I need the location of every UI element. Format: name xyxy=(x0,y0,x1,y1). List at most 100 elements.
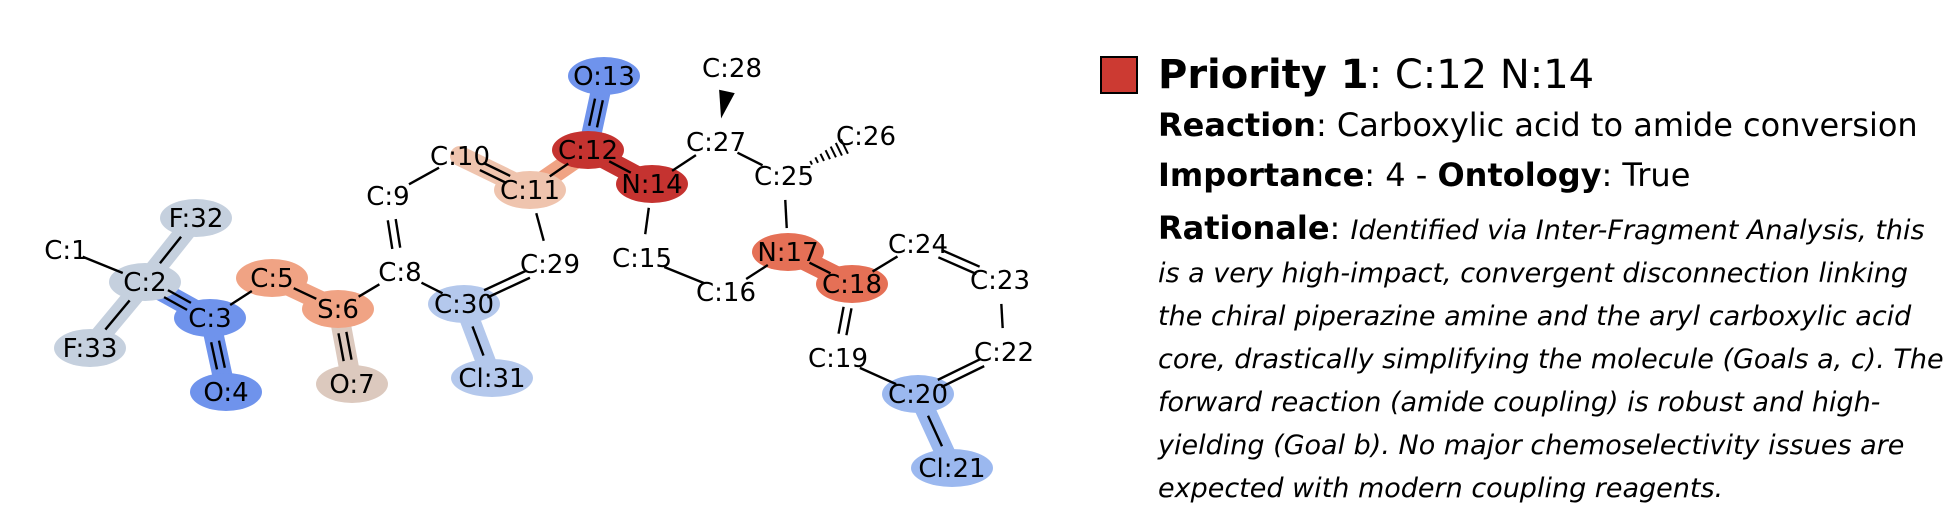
bond-n-14-c-15 xyxy=(644,207,650,235)
atom-highlight-f-32 xyxy=(160,199,232,237)
atom-label-o-7: O:7 xyxy=(329,370,374,400)
bond-c-5-s-6 xyxy=(293,287,317,300)
bond-c-20-c-19 xyxy=(859,366,897,386)
rationale-sep: : xyxy=(1329,209,1351,247)
atom-highlight-c-11 xyxy=(494,171,566,209)
atom-label-c-24: C:24 xyxy=(888,230,948,260)
atom-label-c-8: C:8 xyxy=(378,258,421,288)
atom-highlight-cl-31 xyxy=(451,359,533,397)
bond-c-9-c-10 xyxy=(408,166,440,186)
atom-highlight-c-18 xyxy=(816,265,888,303)
importance-line: Importance: 4 - Ontology: True xyxy=(1158,156,1690,194)
atom-label-c-28: C:28 xyxy=(702,54,762,84)
bond-c-3-c-5 xyxy=(229,290,253,306)
bond-c-8-c-9 xyxy=(386,218,402,250)
atom-label-c-29: C:29 xyxy=(520,250,580,280)
atom-label-n-17: N:17 xyxy=(757,238,818,268)
bond-c-24-c-23 xyxy=(937,248,981,276)
atom-label-f-32: F:32 xyxy=(169,204,224,234)
atom-highlight-f-33 xyxy=(54,329,126,367)
bond-c-10-c-11 xyxy=(479,161,511,185)
atom-label-cl-21: Cl:21 xyxy=(918,454,985,484)
ontology-value: : True xyxy=(1601,156,1691,194)
atom-label-c-9: C:9 xyxy=(366,182,409,212)
molecule-diagram: C:1 C:2 C:3 O:4 C:5 S:6 O:7 C:8 C:9 C:10 C:11 C:12 O… xyxy=(44,54,1034,487)
atom-highlights xyxy=(54,57,993,487)
atom-highlight-c-20 xyxy=(882,375,954,413)
atom-highlight-n-14 xyxy=(616,165,688,203)
bond-c-12-n-14 xyxy=(608,160,632,174)
bond-c-3-o-4 xyxy=(209,340,227,370)
atom-label-c-1: C:1 xyxy=(44,236,87,266)
atom-highlight-o-7 xyxy=(316,365,388,403)
bond-s-6-c-8 xyxy=(357,283,381,298)
atom-highlight-o-4 xyxy=(190,373,262,411)
atom-label-c-18: C:18 xyxy=(822,270,882,300)
priority-color-swatch xyxy=(1100,56,1138,94)
atom-label-n-14: N:14 xyxy=(621,170,682,200)
bond-c-2-f-33 xyxy=(104,299,131,331)
atom-highlight-n-17 xyxy=(752,233,824,271)
bond-c-22-c-20 xyxy=(937,357,985,389)
atom-label-c-30: C:30 xyxy=(434,290,494,320)
atom-label-c-16: C:16 xyxy=(696,278,756,308)
atom-highlight-cl-21 xyxy=(911,449,993,487)
atom-label-c-26: C:26 xyxy=(836,122,896,152)
bond-c-25-c-26 xyxy=(809,138,849,166)
rationale-text: Identified via Inter-Fragment Analysis, … xyxy=(1158,215,1944,504)
bond-c-23-c-22 xyxy=(1000,303,1004,329)
bond-c-30-c-8 xyxy=(420,281,444,295)
bonds xyxy=(82,89,1004,447)
atom-highlight-c-12 xyxy=(552,131,624,169)
atom-highlight-c-2 xyxy=(109,263,181,301)
priority-atoms: : C:12 N:14 xyxy=(1368,52,1595,98)
bond-c-2-f-32 xyxy=(159,236,182,264)
atom-label-c-25: C:25 xyxy=(754,162,814,192)
bond-c-18-c-24 xyxy=(871,255,899,273)
atom-label-c-11: C:11 xyxy=(500,176,560,206)
bond-n-17-c-18 xyxy=(808,261,832,275)
atom-label-f-33: F:33 xyxy=(63,334,118,364)
importance-label: Importance xyxy=(1158,156,1365,194)
reaction-line: Reaction: Carboxylic acid to amide conve… xyxy=(1158,106,1918,144)
atom-label-c-23: C:23 xyxy=(970,266,1030,296)
bond-n-17-c-25 xyxy=(784,199,788,229)
bond-c-11-c-12 xyxy=(549,162,569,178)
atom-label-c-3: C:3 xyxy=(188,304,231,334)
atom-highlight-c-3 xyxy=(174,299,246,337)
bond-c-12-o-13 xyxy=(587,98,605,128)
bond-c-29-c-30 xyxy=(483,269,531,299)
atom-label-c-27: C:27 xyxy=(686,128,746,158)
bond-c-1-c-2 xyxy=(82,255,124,275)
priority-label: Priority 1 xyxy=(1158,52,1369,98)
atom-label-c-19: C:19 xyxy=(808,344,868,374)
bond-c-30-cl-31 xyxy=(471,326,485,356)
atom-label-o-4: O:4 xyxy=(203,378,248,408)
importance-value: : 4 - xyxy=(1364,156,1438,194)
bond-c-19-c-18 xyxy=(837,306,853,336)
bond-c-27-c-28 xyxy=(719,89,735,119)
atom-label-o-13: O:13 xyxy=(573,62,635,92)
bond-c-11-c-29 xyxy=(535,212,545,242)
bond-c-15-c-16 xyxy=(663,265,705,285)
atom-label-c-22: C:22 xyxy=(974,338,1034,368)
atom-label-cl-31: Cl:31 xyxy=(458,364,525,394)
reaction-value: : Carboxylic acid to amide conversion xyxy=(1315,106,1918,144)
atom-label-s-6: S:6 xyxy=(317,295,359,325)
atom-labels: C:1 C:2 C:3 O:4 C:5 S:6 O:7 C:8 C:9 C:10 C:11 C:12 O… xyxy=(44,54,1034,484)
bond-c-25-c-27 xyxy=(736,151,764,167)
atom-highlight-s-6 xyxy=(302,290,374,328)
rationale-label: Rationale xyxy=(1158,209,1330,247)
atom-label-c-12: C:12 xyxy=(558,136,618,166)
atom-label-c-5: C:5 xyxy=(250,264,293,294)
bond-s-6-o-7 xyxy=(337,331,353,362)
atom-highlight-c-5 xyxy=(236,259,308,297)
bond-n-14-c-27 xyxy=(671,154,697,172)
priority-heading: Priority 1: C:12 N:14 xyxy=(1158,52,1594,98)
rationale-block: Rationale: Identified via Inter-Fragment… xyxy=(1158,208,1948,509)
bond-c-16-n-17 xyxy=(745,264,769,280)
bond-c-20-cl-21 xyxy=(926,415,944,447)
ontology-label: Ontology xyxy=(1437,156,1602,194)
bond-c-2-c-3 xyxy=(163,289,192,311)
atom-label-c-10: C:10 xyxy=(430,142,490,172)
